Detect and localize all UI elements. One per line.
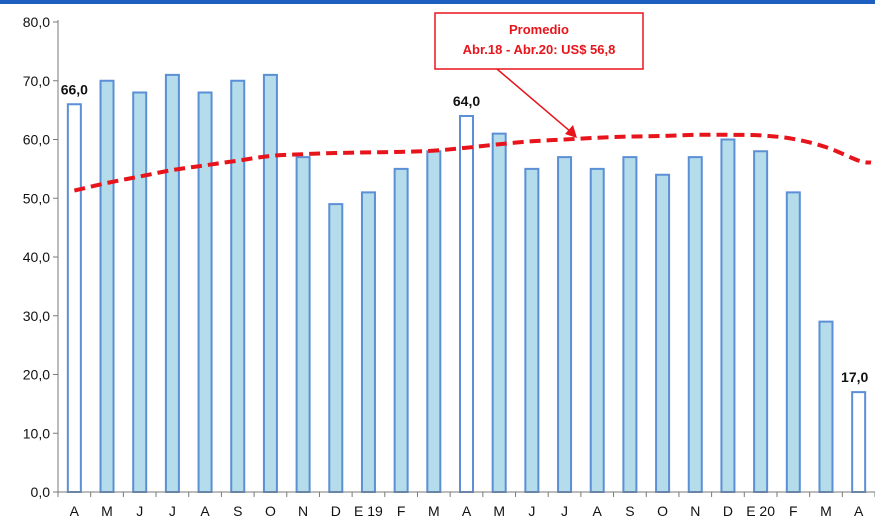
- x-tick-label: M: [101, 503, 113, 519]
- bar: [99, 79, 115, 493]
- bars: [66, 73, 867, 493]
- y-tick-label: 20,0: [23, 367, 50, 383]
- y-tick-label: 0,0: [31, 484, 51, 500]
- x-tick-label: S: [625, 503, 634, 519]
- x-tick-label: A: [854, 503, 864, 519]
- data-label: 66,0: [61, 81, 88, 97]
- x-tick-label: N: [298, 503, 308, 519]
- bar: [753, 150, 769, 493]
- x-tick-label: M: [428, 503, 440, 519]
- trend-line: [73, 132, 872, 193]
- bar: [655, 173, 671, 493]
- callout-line-1: Promedio: [509, 22, 569, 37]
- y-tick-label: 60,0: [23, 132, 50, 148]
- bar: [622, 156, 638, 493]
- bar: [66, 103, 82, 493]
- top-rule: [0, 0, 875, 4]
- y-tick-label: 70,0: [23, 73, 50, 89]
- x-tick-label: A: [70, 503, 80, 519]
- x-tick-label: J: [561, 503, 568, 519]
- data-labels: 66,0 64,0 17,0: [61, 81, 869, 385]
- bar: [230, 79, 246, 493]
- data-label: 64,0: [453, 93, 480, 109]
- bar: [785, 191, 801, 493]
- y-tick-label: 10,0: [23, 425, 50, 441]
- x-tick-label: O: [265, 503, 276, 519]
- y-tick-label: 80,0: [23, 14, 50, 30]
- bar: [851, 391, 867, 493]
- bar: [687, 156, 703, 493]
- bar: [557, 156, 573, 493]
- x-tick-label: J: [528, 503, 535, 519]
- x-tick-label: M: [493, 503, 505, 519]
- x-tick-label: N: [690, 503, 700, 519]
- bar: [393, 167, 409, 493]
- bar: [720, 138, 736, 493]
- callout-line-2: Abr.18 - Abr.20: US$ 56,8: [463, 42, 616, 57]
- callout: Promedio Abr.18 - Abr.20: US$ 56,8: [434, 12, 644, 138]
- callout-arrow: [496, 68, 572, 133]
- bar: [197, 91, 213, 493]
- x-tick-label: D: [331, 503, 341, 519]
- x-tick-label: J: [136, 503, 143, 519]
- y-tick-label: 30,0: [23, 308, 50, 324]
- bar: [491, 132, 507, 493]
- x-tick-label: J: [169, 503, 176, 519]
- x-tick-label: A: [200, 503, 210, 519]
- bar: [164, 73, 180, 493]
- bar: [524, 167, 540, 493]
- x-tick-label: F: [397, 503, 406, 519]
- x-tick-label: O: [657, 503, 668, 519]
- callout-arrowhead: [565, 125, 577, 138]
- bar: [132, 91, 148, 493]
- bar: [426, 150, 442, 493]
- y-tick-label: 50,0: [23, 190, 50, 206]
- bar: [818, 320, 834, 493]
- x-tick-label: A: [593, 503, 603, 519]
- x-tick-label: M: [820, 503, 832, 519]
- x-tick-label: D: [723, 503, 733, 519]
- bar: [262, 73, 278, 493]
- y-axis: 0,0 10,0 20,0 30,0 40,0 50,0 60,0 70,0 80,0: [23, 14, 58, 500]
- x-tick-label: A: [462, 503, 472, 519]
- bar: [459, 115, 474, 493]
- bar: [589, 167, 605, 493]
- x-axis: A M J J A S O N D E 19 F M A M J J A S O N D E 20 F M A: [57, 492, 875, 519]
- callout-box: [434, 12, 644, 70]
- bar: [328, 203, 344, 493]
- x-tick-label: E 20: [746, 503, 775, 519]
- data-label: 17,0: [841, 369, 868, 385]
- bar: [295, 156, 311, 493]
- y-tick-label: 40,0: [23, 249, 50, 265]
- x-tick-label: F: [789, 503, 798, 519]
- x-tick-label: S: [233, 503, 242, 519]
- x-tick-label: E 19: [354, 503, 383, 519]
- bar: [360, 191, 376, 493]
